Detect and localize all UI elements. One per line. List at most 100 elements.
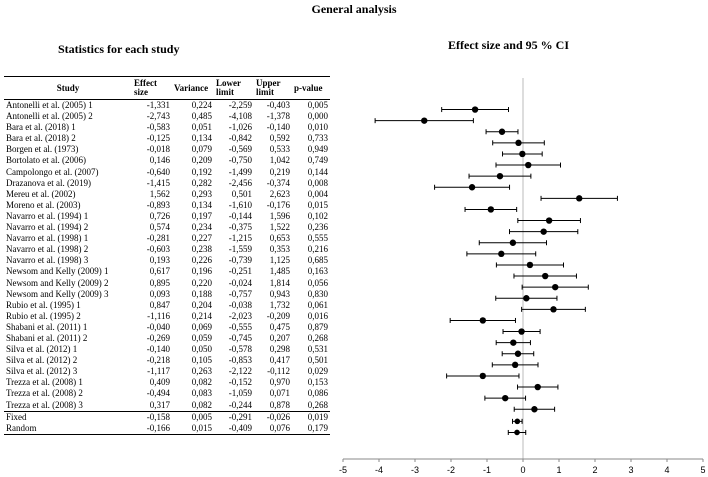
cell-upper-limit: 1,522 <box>269 222 290 233</box>
effect-point <box>511 361 519 369</box>
cell-effect-size: -0,583 <box>146 122 170 133</box>
table-row: Newsom and Kelly (2009) 1 0,617 0,196 -0,25… <box>4 266 330 277</box>
cell-lower-limit: -0,555 <box>228 321 252 332</box>
cell-study-name: Newsom and Kelly (2009) 3 <box>6 288 109 299</box>
cell-upper-limit: 0,219 <box>269 166 290 177</box>
table-row: Trezza et al. (2008) 1 0,409 0,082 -0,152 0,… <box>4 377 330 388</box>
effect-point <box>502 394 509 402</box>
cell-study-name: Shabani et al. (2011) 1 <box>6 321 88 332</box>
cell-study-name: Bara et al. (2018) 1 <box>6 122 76 133</box>
cell-variance: 0,083 <box>191 388 212 399</box>
statistics-table: Study Effect size Variance Lower limit U… <box>4 76 330 435</box>
cell-upper-limit: 0,878 <box>269 399 290 410</box>
cell-variance: 0,204 <box>191 299 212 310</box>
cell-lower-limit: -4,108 <box>228 111 252 122</box>
cell-upper-limit: -0,026 <box>254 410 292 423</box>
effect-point <box>540 228 547 235</box>
effect-point <box>576 195 583 202</box>
cell-p-value: 0,879 <box>307 321 328 332</box>
cell-study-name: Bara et al. (2018) 2 <box>6 133 76 144</box>
cell-p-value: 0,268 <box>307 399 328 410</box>
cell-effect-size: -0,281 <box>146 233 170 244</box>
cell-lower-limit: -0,750 <box>228 155 252 166</box>
effect-point <box>550 306 557 313</box>
cell-study-name: Navarro et al. (1998) 1 <box>6 233 89 244</box>
table-row: Silva et al. (2012) 2 -0,218 0,105 -0,853 0,… <box>4 355 330 366</box>
cell-study-name: Rubio et al. (1995) 1 <box>6 299 81 310</box>
cell-lower-limit: -0,578 <box>228 344 252 355</box>
cell-p-value: 0,685 <box>307 255 328 266</box>
table-row: Trezza et al. (2008) 2 -0,494 0,083 -1,059 0… <box>4 388 330 399</box>
cell-study-name: Navarro et al. (1994) 1 <box>6 210 89 221</box>
header-study: Study <box>4 76 132 100</box>
cell-study-name: Rubio et al. (1995) 2 <box>6 310 81 321</box>
cell-study-name: Antonelli et al. (2005) 2 <box>6 111 93 122</box>
cell-lower-limit: -1,026 <box>228 122 252 133</box>
cell-p-value: 0,010 <box>307 122 328 133</box>
cell-study-name: Bortolato et al. (2006) <box>6 155 86 166</box>
cell-study-name: Trezza et al. (2008) 1 <box>6 377 83 388</box>
cell-upper-limit: -0,403 <box>266 100 290 110</box>
cell-upper-limit: 0,943 <box>269 288 290 299</box>
cell-variance: 0,214 <box>191 310 212 321</box>
cell-lower-limit: -0,569 <box>228 144 252 155</box>
cell-effect-size: 0,895 <box>149 277 170 288</box>
x-axis-tick-label: 1 <box>556 465 561 475</box>
cell-upper-limit: 1,814 <box>269 277 290 288</box>
cell-lower-limit: -1,610 <box>228 199 252 210</box>
cell-effect-size: -0,893 <box>146 199 170 210</box>
effect-point <box>518 328 525 335</box>
cell-effect-size: 0,193 <box>149 255 170 266</box>
cell-lower-limit: -0,251 <box>228 266 252 277</box>
table-row: Rubio et al. (1995) 1 0,847 0,204 -0,038 1,7… <box>4 300 330 311</box>
cell-variance: 0,069 <box>191 321 212 332</box>
effect-point <box>515 139 522 147</box>
cell-study-name: Silva et al. (2012) 1 <box>6 344 78 355</box>
cell-lower-limit: -0,375 <box>228 222 252 233</box>
cell-p-value: 0,501 <box>307 355 328 366</box>
cell-p-value: 0,163 <box>307 266 328 277</box>
effect-point <box>496 172 504 180</box>
cell-study-name: Shabani et al. (2011) 2 <box>6 332 88 343</box>
cell-upper-limit: -0,176 <box>266 199 290 210</box>
cell-study-name: Fixed <box>4 410 132 423</box>
cell-lower-limit: -2,456 <box>228 177 252 188</box>
effect-point <box>514 429 520 436</box>
header-lower-limit: Lower limit <box>214 76 254 100</box>
table-row: Navarro et al. (1998) 3 0,193 0,226 -0,739 1… <box>4 255 330 266</box>
x-axis-tick-label: -2 <box>447 465 455 475</box>
table-row: Rubio et al. (1995) 2 -1,116 0,214 -2,023 -0… <box>4 311 330 322</box>
cell-p-value: 0,749 <box>307 155 328 166</box>
effect-point <box>534 383 541 391</box>
x-axis-tick-label: 2 <box>592 465 597 475</box>
table-row: Bortolato et al. (2006) 0,146 0,209 -0,750 1… <box>4 155 330 166</box>
cell-variance: 0,188 <box>191 288 212 299</box>
table-row: Campolongo et al. (2007) -0,640 0,192 -1,49… <box>4 167 330 178</box>
cell-p-value: 0,056 <box>307 277 328 288</box>
cell-lower-limit: -0,244 <box>228 399 252 410</box>
cell-study-name: Navarro et al. (1998) 2 <box>6 244 89 255</box>
x-axis-tick-label: 0 <box>520 465 525 475</box>
cell-lower-limit: -0,038 <box>228 299 252 310</box>
main-title: General analysis <box>311 2 397 16</box>
cell-effect-size: -0,494 <box>146 388 170 399</box>
effect-point <box>471 106 479 113</box>
cell-upper-limit: 0,653 <box>269 233 290 244</box>
cell-upper-limit: 0,533 <box>269 144 290 155</box>
cell-p-value: 0,029 <box>307 366 328 377</box>
cell-lower-limit: -0,024 <box>228 277 252 288</box>
effect-point <box>523 295 530 302</box>
cell-upper-limit: -1,378 <box>266 111 290 122</box>
cell-effect-size: -1,116 <box>147 310 170 321</box>
cell-variance: 0,134 <box>191 133 212 144</box>
cell-upper-limit: -0,209 <box>266 310 290 321</box>
cell-study-name: Newsom and Kelly (2009) 1 <box>6 266 109 277</box>
cell-study-name: Trezza et al. (2008) 3 <box>6 399 83 410</box>
cell-upper-limit: 0,475 <box>269 321 290 332</box>
x-axis-tick-label: -3 <box>411 465 419 475</box>
x-axis-tick-label: -4 <box>375 465 383 475</box>
table-row: Trezza et al. (2008) 3 0,317 0,082 -0,244 0,… <box>4 400 330 412</box>
effect-point <box>510 339 517 346</box>
cell-study-name: Moreno et al. (2003) <box>6 199 81 210</box>
effect-point <box>514 418 521 425</box>
